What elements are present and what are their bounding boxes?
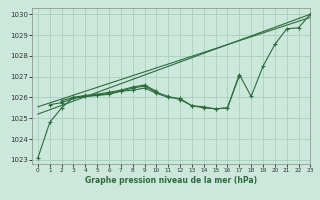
X-axis label: Graphe pression niveau de la mer (hPa): Graphe pression niveau de la mer (hPa): [85, 176, 257, 185]
